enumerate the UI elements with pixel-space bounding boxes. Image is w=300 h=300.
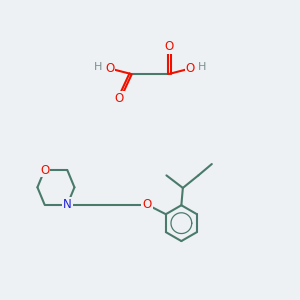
Text: H: H	[197, 62, 206, 72]
Text: O: O	[105, 62, 114, 75]
Text: O: O	[165, 40, 174, 53]
Text: O: O	[142, 198, 152, 211]
Text: O: O	[115, 92, 124, 105]
Text: O: O	[40, 164, 49, 176]
Text: H: H	[94, 62, 103, 72]
Text: O: O	[186, 62, 195, 75]
Text: N: N	[63, 198, 72, 211]
